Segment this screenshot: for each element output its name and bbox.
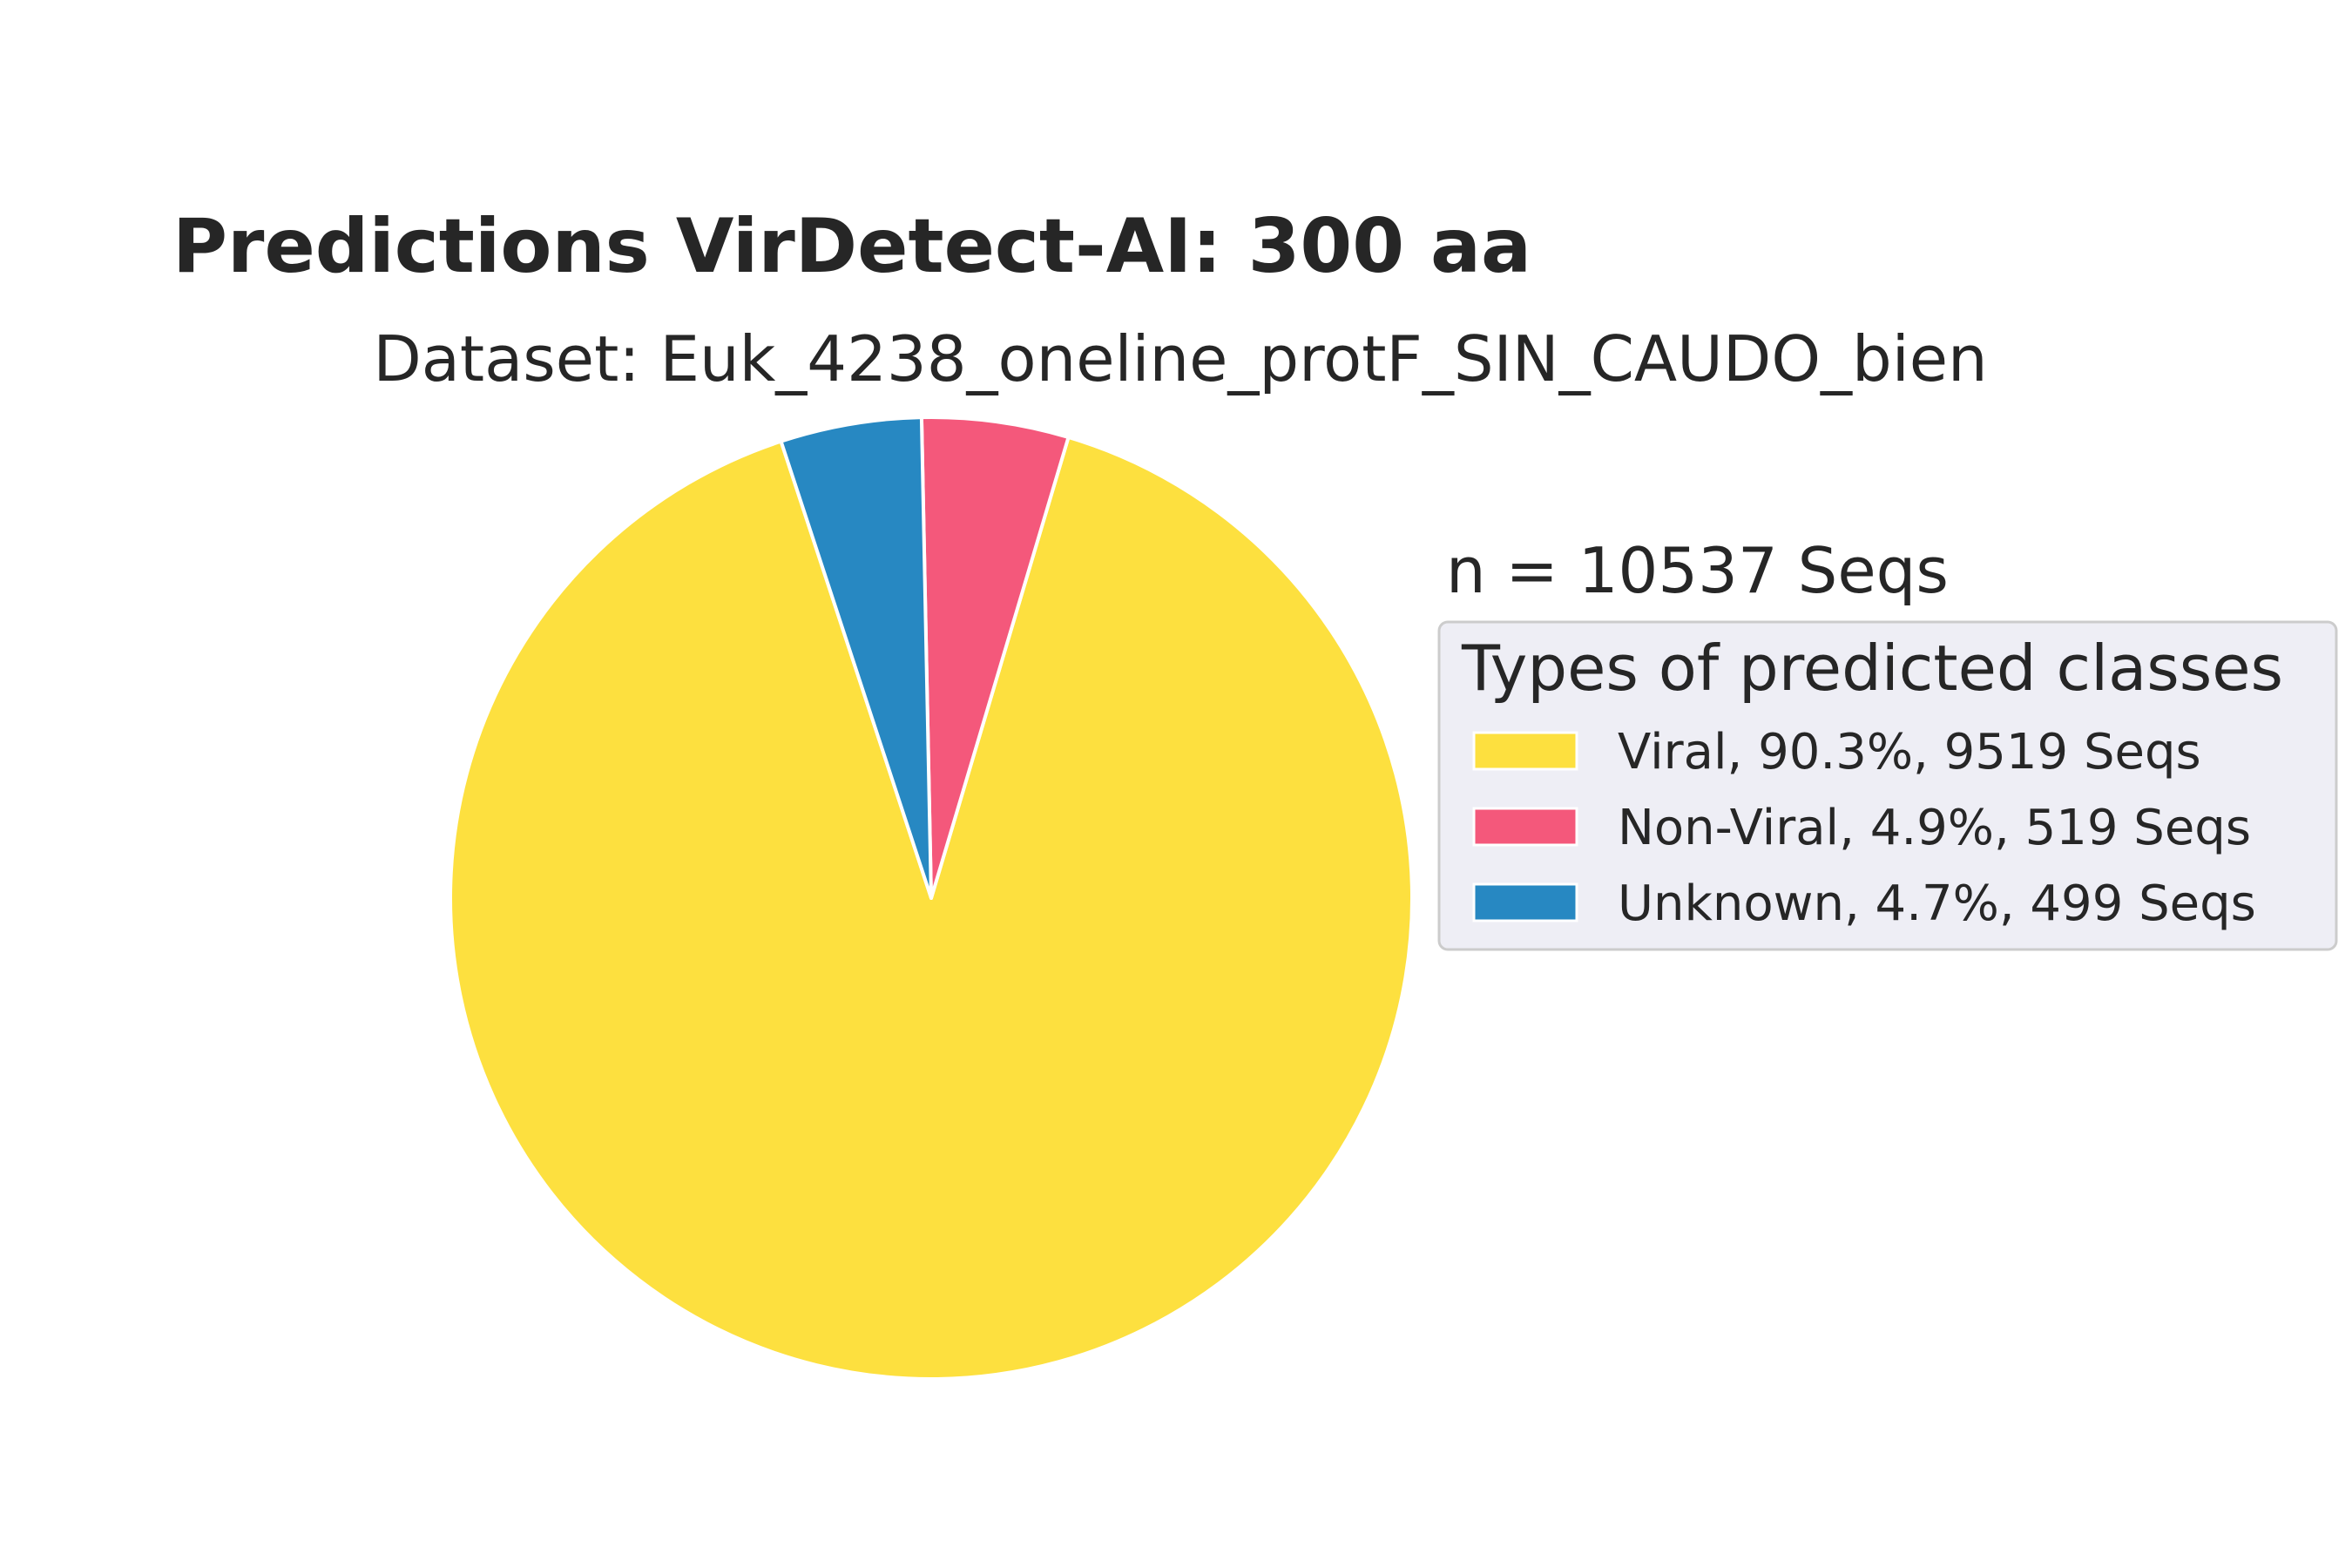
pie-slice-viral <box>449 435 1414 1381</box>
legend: Types of predicted classes Viral, 90.3%,… <box>1437 620 2338 951</box>
legend-label: Viral, 90.3%, 9519 Seqs <box>1618 724 2201 781</box>
legend-label: Unknown, 4.7%, 499 Seqs <box>1618 875 2256 932</box>
pie-slice-unknown <box>779 416 933 900</box>
legend-box <box>1437 620 2338 951</box>
legend-swatch <box>1472 807 1578 847</box>
legend-entries: Viral, 90.3%, 9519 Seqs Non-Viral, 4.9%, … <box>1472 724 2256 932</box>
legend-swatch <box>1472 731 1578 771</box>
legend-title: Types of predicted classes <box>1461 632 2283 705</box>
chart-title: Predictions VirDetect-AI: 300 aa <box>172 203 1531 290</box>
legend-label: Non-Viral, 4.9%, 519 Seqs <box>1618 800 2251 856</box>
legend-swatch <box>1472 882 1578 923</box>
chart-subtitle: Dataset: Euk_4238_oneline_protF_SIN_CAUD… <box>373 322 1987 395</box>
pie-slice-non-viral <box>919 416 1071 900</box>
pie-slices <box>449 416 1414 1381</box>
total-count-label: n = 10537 Seqs <box>1446 534 1949 607</box>
